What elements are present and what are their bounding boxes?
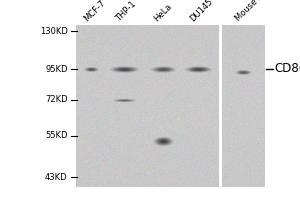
Text: 72KD: 72KD xyxy=(45,96,68,104)
Text: Mouse spleen: Mouse spleen xyxy=(234,0,281,23)
Text: 43KD: 43KD xyxy=(45,172,68,182)
Text: THP-1: THP-1 xyxy=(114,0,137,23)
Text: DU145: DU145 xyxy=(188,0,214,23)
Text: 95KD: 95KD xyxy=(45,64,68,73)
Text: CD86: CD86 xyxy=(274,62,300,75)
Text: HeLa: HeLa xyxy=(153,2,174,23)
Text: 55KD: 55KD xyxy=(45,132,68,140)
Text: 130KD: 130KD xyxy=(40,26,68,36)
Text: MCF-7: MCF-7 xyxy=(82,0,107,23)
